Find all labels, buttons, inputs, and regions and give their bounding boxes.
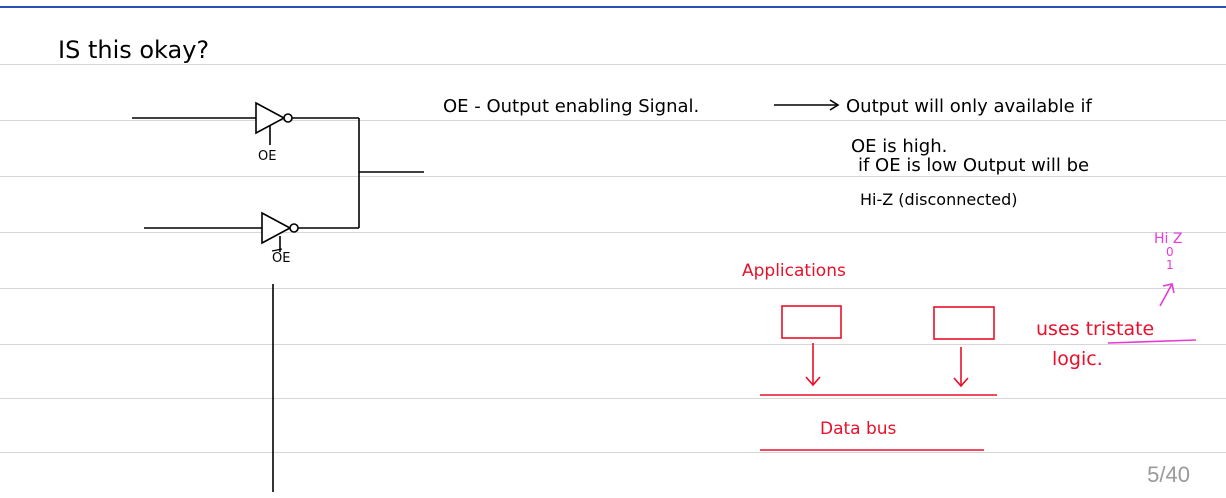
oe-label-bottom: OE [272,251,290,266]
tristate-note: uses tristate [1036,318,1154,340]
ruled-line [0,176,1226,177]
note-hiz: Hi-Z (disconnected) [860,190,1018,209]
ruled-line [0,452,1226,453]
data-bus-label: Data bus [820,419,897,439]
bus-diagram [760,305,997,451]
note-output-condition: Output will only available if [846,96,1092,117]
hiz-state-1: 1 [1166,258,1174,272]
tristate-buffer-top [132,101,359,145]
question-text: IS this okay? [58,36,209,64]
page-indicator: 5/40 [1147,462,1190,487]
hiz-state-0: 0 [1166,245,1174,259]
note-oe-high: OE is high. [851,136,947,157]
arrow-icon [774,99,840,111]
applications-heading: Applications [742,261,846,281]
ruled-line [0,64,1226,65]
note-oe-low: if OE is low Output will be [858,155,1089,176]
ruled-line [0,398,1226,399]
ruled-line [0,344,1226,345]
pink-annotation [1107,283,1197,344]
tristate-buffer-bottom [144,211,359,252]
ruled-line [0,232,1226,233]
ruled-line [0,288,1226,289]
ruled-line [0,120,1226,121]
logic-note: logic. [1052,348,1103,370]
oe-label-top: OE [258,149,276,164]
hiz-label: Hi Z [1154,231,1182,247]
output-wire [272,118,424,492]
top-border [0,6,1226,8]
oe-bar-bottom [271,248,283,252]
note-oe-definition: OE - Output enabling Signal. [443,96,699,117]
